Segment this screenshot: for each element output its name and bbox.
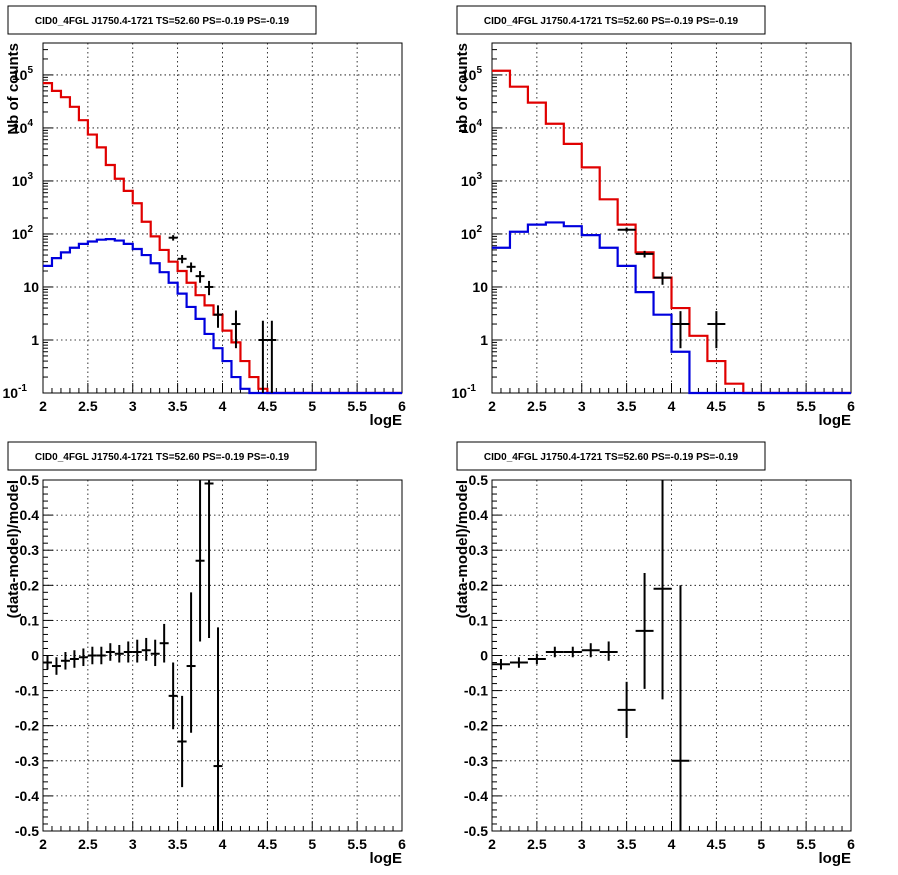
x-tick-label: 3 xyxy=(578,836,586,852)
y-tick-label: -0.3 xyxy=(15,753,39,769)
x-tick-label: 5.5 xyxy=(796,398,816,414)
x-tick-label: 4 xyxy=(668,398,676,414)
y-tick-label: 103 xyxy=(461,171,483,189)
x-axis-title: logE xyxy=(370,412,403,429)
y-tick-label: 0 xyxy=(480,648,488,664)
panel-title-text: CID0_4FGL J1750.4-1721 TS=52.60 PS=-0.19… xyxy=(35,452,290,463)
x-tick-label: 5.5 xyxy=(347,398,367,414)
x-tick-label: 3.5 xyxy=(617,398,637,414)
y-tick-label: -0.3 xyxy=(464,753,488,769)
y-tick-label: 0.1 xyxy=(469,612,489,628)
x-tick-label: 5 xyxy=(757,398,765,414)
residual-plot-fine-bins: 2 2.5 3 3.5 4 4.5 5 5.5 6 -0.5 -0.4 -0.3 -0.2 -0.1 0 0.… xyxy=(5,472,406,867)
x-tick-label: 6 xyxy=(398,398,406,414)
x-tick-label: 2.5 xyxy=(527,398,547,414)
x-tick-label: 6 xyxy=(847,836,855,852)
histogram-series xyxy=(492,221,851,395)
y-tick-label: 0.5 xyxy=(469,472,489,488)
y-tick-label: -0.1 xyxy=(464,683,488,699)
y-tick-label: 0.4 xyxy=(469,507,489,523)
x-tick-label: 3 xyxy=(129,398,137,414)
x-tick-label: 3.5 xyxy=(168,836,188,852)
y-tick-label: 10-1 xyxy=(452,383,477,401)
x-axis-title: logE xyxy=(819,850,852,867)
y-axis-title: (data-model)/model xyxy=(454,480,471,618)
counts-plot-coarse-bins: 2 2.5 3 3.5 4 4.5 5 5.5 610-1110102103104105logE… xyxy=(452,42,855,429)
y-tick-label: -0.5 xyxy=(464,823,488,839)
y-tick-label: 0.2 xyxy=(20,577,40,593)
x-axis-title: logE xyxy=(370,850,403,867)
x-tick-label: 2.5 xyxy=(78,836,98,852)
y-tick-label: -0.2 xyxy=(15,718,39,734)
x-tick-label: 5 xyxy=(757,836,765,852)
y-tick-label: -0.2 xyxy=(464,718,488,734)
y-tick-label: 10 xyxy=(472,279,488,295)
x-tick-label: 5.5 xyxy=(347,836,367,852)
y-tick-label: 102 xyxy=(12,224,34,242)
x-axis-title: logE xyxy=(819,412,852,429)
panel-title-top-left: CID0_4FGL J1750.4-1721 TS=52.60 PS=-0.19… xyxy=(7,5,317,35)
histogram-series xyxy=(43,237,402,395)
x-tick-label: 4.5 xyxy=(258,398,278,414)
y-tick-label: -0.1 xyxy=(15,683,39,699)
x-tick-label: 3 xyxy=(129,836,137,852)
x-tick-label: 4.5 xyxy=(707,398,727,414)
x-tick-label: 4 xyxy=(219,836,227,852)
y-tick-label: -0.4 xyxy=(464,788,488,804)
y-tick-label: -0.4 xyxy=(15,788,39,804)
x-tick-label: 4 xyxy=(668,836,676,852)
y-tick-label: 0.2 xyxy=(469,577,489,593)
panel-title-bottom-left: CID0_4FGL J1750.4-1721 TS=52.60 PS=-0.19… xyxy=(7,441,317,471)
x-tick-label: 2.5 xyxy=(527,836,547,852)
x-tick-label: 5 xyxy=(308,836,316,852)
x-tick-label: 4.5 xyxy=(258,836,278,852)
y-tick-label: -0.5 xyxy=(15,823,39,839)
residual-plot-coarse-bins: 2 2.5 3 3.5 4 4.5 5 5.5 6 -0.5 -0.4 -0.3 -0.2 -0.1 0 0.… xyxy=(454,472,855,867)
panel-title-top-right: CID0_4FGL J1750.4-1721 TS=52.60 PS=-0.19… xyxy=(456,5,766,35)
y-tick-label: 0.5 xyxy=(20,472,40,488)
y-tick-label: 1 xyxy=(31,332,39,348)
x-tick-label: 2 xyxy=(488,836,496,852)
y-tick-label: 10-1 xyxy=(3,383,28,401)
x-tick-label: 2 xyxy=(39,836,47,852)
x-tick-label: 3 xyxy=(578,398,586,414)
y-tick-label: 10 xyxy=(23,279,39,295)
y-axis-title: (data-model)/model xyxy=(5,480,22,618)
y-tick-label: 0.1 xyxy=(20,612,40,628)
y-tick-label: 0.3 xyxy=(20,542,40,558)
x-tick-label: 2.5 xyxy=(78,398,98,414)
x-tick-label: 6 xyxy=(398,836,406,852)
x-tick-label: 6 xyxy=(847,398,855,414)
x-tick-label: 4.5 xyxy=(707,836,727,852)
x-tick-label: 3.5 xyxy=(168,398,188,414)
panel-title-text: CID0_4FGL J1750.4-1721 TS=52.60 PS=-0.19… xyxy=(484,16,739,27)
x-tick-label: 5.5 xyxy=(796,836,816,852)
y-tick-label: 0.3 xyxy=(469,542,489,558)
x-tick-label: 3.5 xyxy=(617,836,637,852)
panel-title-text: CID0_4FGL J1750.4-1721 TS=52.60 PS=-0.19… xyxy=(484,452,739,463)
counts-plot-fine-bins: 2 2.5 3 3.5 4 4.5 5 5.5 610-1110102103104105logE… xyxy=(3,42,406,429)
y-axis-title: Nb of counts xyxy=(5,43,22,135)
panel-title-bottom-right: CID0_4FGL J1750.4-1721 TS=52.60 PS=-0.19… xyxy=(456,441,766,471)
y-tick-label: 0 xyxy=(31,648,39,664)
x-tick-label: 2 xyxy=(488,398,496,414)
x-tick-label: 4 xyxy=(219,398,227,414)
panel-title-text: CID0_4FGL J1750.4-1721 TS=52.60 PS=-0.19… xyxy=(35,16,290,27)
y-tick-label: 103 xyxy=(12,171,34,189)
x-tick-label: 2 xyxy=(39,398,47,414)
y-tick-label: 102 xyxy=(461,224,483,242)
y-tick-label: 0.4 xyxy=(20,507,40,523)
x-tick-label: 5 xyxy=(308,398,316,414)
y-tick-label: 1 xyxy=(480,332,488,348)
y-axis-title: nb of counts xyxy=(454,43,471,133)
